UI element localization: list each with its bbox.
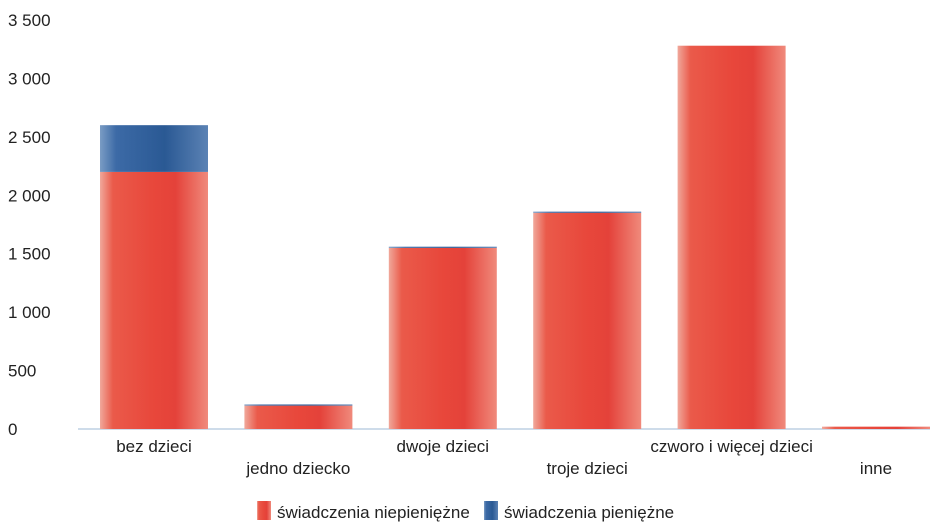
bar-niepieniezne-5 bbox=[822, 426, 930, 429]
x-tick-label: troje dzieci bbox=[547, 459, 628, 478]
x-tick-label: inne bbox=[860, 459, 892, 478]
bar-niepieniezne-0 bbox=[100, 171, 208, 429]
legend-swatch-niepieniezne bbox=[257, 501, 271, 520]
x-tick-label: jedno dziecko bbox=[245, 459, 350, 478]
bar-niepieniezne-4 bbox=[677, 45, 786, 430]
y-tick-label: 1 500 bbox=[8, 245, 51, 264]
y-tick-label: 500 bbox=[8, 362, 36, 381]
x-axis: bez dzieci jedno dziecko dwoje dzieci troje… bbox=[116, 437, 892, 478]
y-axis: 0 500 1 000 1 500 2 000 2 500 3 000 3 500 bbox=[8, 11, 51, 439]
legend-label-pieniezne: świadczenia pieniężne bbox=[504, 503, 674, 522]
bar-pieniezne-2 bbox=[388, 246, 497, 248]
y-tick-label: 3 000 bbox=[8, 69, 51, 88]
bar-pieniezne-1 bbox=[244, 404, 353, 406]
bar-niepieniezne-1 bbox=[244, 405, 353, 429]
y-tick-label: 2 500 bbox=[8, 128, 51, 147]
bars bbox=[100, 45, 930, 430]
bar-niepieniezne-2 bbox=[388, 247, 497, 429]
bar-pieniezne-3 bbox=[533, 211, 642, 213]
y-tick-label: 2 000 bbox=[8, 186, 51, 205]
y-tick-label: 0 bbox=[8, 420, 17, 439]
legend-label-niepieniezne: świadczenia niepieniężne bbox=[277, 503, 470, 522]
y-tick-label: 1 000 bbox=[8, 303, 51, 322]
x-tick-label: dwoje dzieci bbox=[396, 437, 489, 456]
legend: świadczenia niepieniężne świadczenia pie… bbox=[257, 501, 674, 522]
x-tick-label: bez dzieci bbox=[116, 437, 192, 456]
y-tick-label: 3 500 bbox=[8, 11, 51, 30]
bar-pieniezne-0 bbox=[100, 125, 208, 172]
legend-swatch-pieniezne bbox=[484, 501, 498, 520]
bar-niepieniezne-3 bbox=[533, 212, 642, 429]
x-tick-label: czworo i więcej dzieci bbox=[650, 437, 813, 456]
